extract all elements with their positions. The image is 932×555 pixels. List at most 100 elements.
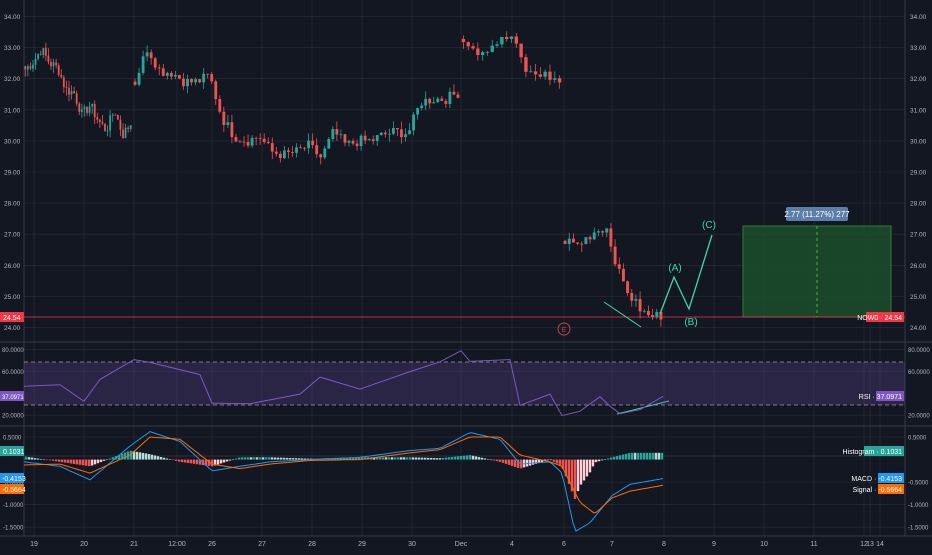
wave-label-a: (A): [668, 263, 681, 274]
candle-body: [563, 240, 567, 245]
candle-body: [543, 71, 547, 77]
candle-body: [307, 140, 311, 149]
macd-histogram-bar: [411, 457, 415, 460]
candle-body: [605, 228, 609, 233]
y-tick-label-right: 32.00: [910, 76, 927, 83]
macd-histogram-bar: [465, 455, 469, 460]
candle-body: [343, 134, 347, 143]
macd-histogram-bar: [204, 459, 208, 466]
macd-histogram-bar: [285, 457, 289, 460]
wave-path[interactable]: [659, 234, 713, 315]
right-tag-hist: Histogram · 0.1031: [842, 449, 902, 456]
macd-histogram-bar: [597, 459, 601, 462]
macd-histogram-bar: [570, 459, 574, 492]
y-tick-label-left: 28.00: [4, 201, 21, 208]
candle-body: [270, 143, 274, 152]
candle-body: [153, 58, 157, 68]
candle-body: [391, 128, 395, 134]
macd-histogram-bar: [189, 459, 193, 464]
macd-histogram-bar: [345, 457, 349, 460]
macd-line: [23, 431, 664, 532]
candle-body: [319, 154, 323, 158]
candle-body: [456, 94, 460, 98]
macd-histogram-bar: [582, 459, 586, 481]
macd-histogram-bar: [240, 457, 244, 460]
candle-body: [266, 142, 270, 144]
macd-histogram-bar: [609, 457, 613, 460]
macd-histogram-bar: [33, 458, 37, 460]
position-tag-bg: [786, 207, 848, 221]
position-zone-rect[interactable]: [742, 225, 892, 318]
candle-body: [65, 87, 68, 88]
macd-histogram-bar: [351, 457, 355, 460]
y-tick-label-left: 26.00: [4, 263, 21, 270]
candle-body: [533, 71, 538, 75]
macd-histogram-bar: [558, 459, 562, 466]
candle-body: [567, 238, 571, 245]
candle-body: [145, 52, 149, 57]
right-tag-rsi: RSI · 37.0971: [859, 394, 902, 401]
macd-histogram-bar: [384, 457, 388, 460]
x-tick-label: 27: [258, 541, 266, 548]
candle-body: [379, 132, 383, 136]
macd-histogram-bar: [348, 457, 352, 460]
x-tick-label: 19: [30, 541, 38, 548]
macd-histogram-bar: [228, 459, 232, 461]
macd-histogram-bar: [303, 458, 307, 460]
macd-histogram-bar: [456, 456, 460, 460]
candle-body: [50, 62, 52, 67]
macd-histogram-bar: [360, 457, 364, 460]
macd-histogram-bar: [69, 459, 73, 464]
rsi-tick-label-left: 60.0000: [2, 370, 24, 376]
macd-histogram-bar: [405, 457, 409, 460]
candle-body: [452, 91, 456, 95]
macd-histogram-bar: [402, 457, 406, 460]
macd-histogram-bar: [603, 459, 607, 460]
y-tick-label-right: 27.00: [910, 232, 927, 239]
candle-body: [416, 108, 420, 115]
candle-body: [238, 141, 242, 143]
candle-body: [485, 51, 490, 53]
x-tick-label: 9: [712, 541, 716, 548]
candle-body: [57, 65, 60, 76]
macd-histogram-bar: [207, 459, 211, 466]
macd-histogram-bar: [87, 459, 91, 467]
divergence-line-price[interactable]: [603, 301, 642, 328]
macd-histogram-bar: [261, 457, 265, 460]
macd-histogram-bar: [144, 453, 148, 460]
y-tick-label-left: 32.00: [4, 76, 21, 83]
macd-histogram-bar: [75, 459, 79, 465]
macd-histogram-bar: [474, 456, 478, 460]
candle-body: [91, 103, 94, 107]
candle-body: [262, 138, 266, 143]
candle-body: [557, 78, 562, 83]
candle-body: [655, 311, 659, 318]
candle-body: [169, 72, 173, 77]
macd-histogram-bar: [246, 457, 250, 460]
candle-body: [75, 93, 78, 104]
macd-tick-label-left: -0.5000: [3, 481, 24, 487]
macd-histogram-bar: [342, 457, 346, 460]
candle-body: [646, 310, 650, 316]
candle-body: [254, 137, 258, 139]
macd-histogram-bar: [48, 459, 52, 461]
macd-histogram-bar: [273, 457, 277, 460]
macd-histogram-bar: [249, 457, 253, 460]
candle-body: [186, 78, 189, 87]
left-tag-signal: -0.5664: [2, 487, 26, 494]
candle-body: [24, 66, 27, 70]
macd-histogram-bar: [540, 459, 544, 462]
candle-body: [375, 135, 379, 141]
y-tick-label-left: 31.00: [4, 107, 21, 114]
e-marker[interactable]: [557, 322, 571, 336]
candle-body: [60, 75, 63, 78]
position-zone[interactable]: 2.77 (11.27%) 277: [742, 207, 892, 318]
macd-histogram-bar: [513, 459, 517, 467]
macd-histogram-bar: [591, 459, 595, 467]
macd-histogram-bar: [375, 457, 379, 460]
candle-body: [278, 153, 282, 159]
rsi-tick-label-right: 60.0000: [908, 370, 930, 376]
candle-body: [26, 66, 29, 70]
macd-histogram-bar: [432, 458, 436, 460]
